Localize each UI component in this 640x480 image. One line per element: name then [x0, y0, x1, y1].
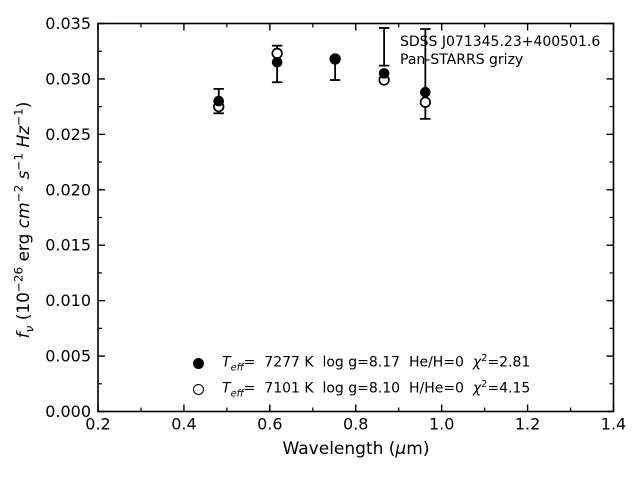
y-tick-label: 0.035	[45, 14, 91, 33]
y-tick-label: 0.030	[45, 69, 91, 88]
data-point-filled	[329, 53, 341, 65]
x-tick-label: 0.6	[257, 415, 282, 434]
x-tick-label: 1.0	[429, 415, 454, 434]
annotation-survey-name: Pan-STARRS grizy	[400, 52, 524, 68]
y-tick-label: 0.020	[45, 180, 91, 199]
source-annotation: SDSS J071345.23+400501.6 Pan-STARRS griz…	[400, 33, 600, 69]
legend-entry-filled-model: Teff= 7277 K log g=8.17 He/H=0 χ2=2.81	[193, 350, 530, 376]
data-point-open	[271, 47, 283, 60]
x-axis-label: Wavelength (μm)	[282, 439, 430, 459]
annotation-object-name: SDSS J071345.23+400501.6	[400, 34, 601, 50]
data-point-filled	[420, 86, 431, 98]
x-tick-label: 1.4	[601, 415, 626, 434]
filled-circle-icon	[193, 357, 204, 369]
x-tick-label: 0.2	[85, 415, 110, 434]
data-point-filled	[378, 68, 390, 79]
legend-entry-open-text: Teff= 7101 K log g=8.10 H/He=0 χ2=4.15	[222, 378, 531, 400]
y-tick-label: 0.015	[45, 236, 91, 255]
plot-legend: Teff= 7277 K log g=8.17 He/H=0 χ2=2.81 T…	[193, 350, 530, 402]
y-tick-label: 0.005	[45, 347, 91, 366]
x-tick-label: 1.2	[515, 415, 540, 434]
y-tick-label: 0.025	[45, 125, 91, 144]
data-point-filled	[271, 57, 283, 68]
y-tick-label: 0.010	[45, 291, 91, 310]
x-tick-label: 0.4	[171, 415, 196, 434]
open-circle-icon	[193, 383, 204, 395]
y-tick-label: 0.000	[45, 402, 91, 421]
data-point-open	[419, 96, 431, 108]
data-point-filled	[213, 95, 225, 107]
y-axis-label: fν (10−26 erg cm−2 s−1 Hz−1)	[11, 101, 37, 339]
legend-entry-open-model: Teff= 7101 K log g=8.10 H/He=0 χ2=4.15	[193, 376, 530, 402]
legend-entry-filled-text: Teff= 7277 K log g=8.17 He/H=0 χ2=2.81	[222, 352, 531, 374]
x-tick-label: 0.8	[343, 415, 368, 434]
